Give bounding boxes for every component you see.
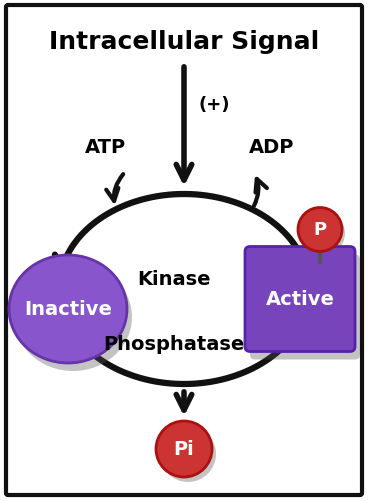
Circle shape	[298, 208, 342, 252]
Text: P: P	[314, 221, 326, 239]
Ellipse shape	[9, 256, 127, 363]
FancyBboxPatch shape	[245, 247, 355, 352]
Text: Phosphatase: Phosphatase	[103, 335, 245, 354]
Ellipse shape	[14, 264, 132, 371]
FancyBboxPatch shape	[6, 6, 362, 495]
Circle shape	[156, 421, 212, 477]
Circle shape	[160, 426, 216, 482]
Text: Pi: Pi	[174, 439, 194, 458]
Text: Kinase: Kinase	[137, 270, 211, 289]
Text: Inactive: Inactive	[24, 300, 112, 319]
FancyBboxPatch shape	[250, 255, 360, 360]
Text: ATP: ATP	[84, 138, 125, 157]
Text: Intracellular Signal: Intracellular Signal	[49, 30, 319, 54]
Text: ADP: ADP	[249, 138, 295, 157]
Circle shape	[301, 212, 345, 256]
Text: Active: Active	[266, 290, 335, 309]
Text: (+): (+)	[198, 96, 230, 114]
